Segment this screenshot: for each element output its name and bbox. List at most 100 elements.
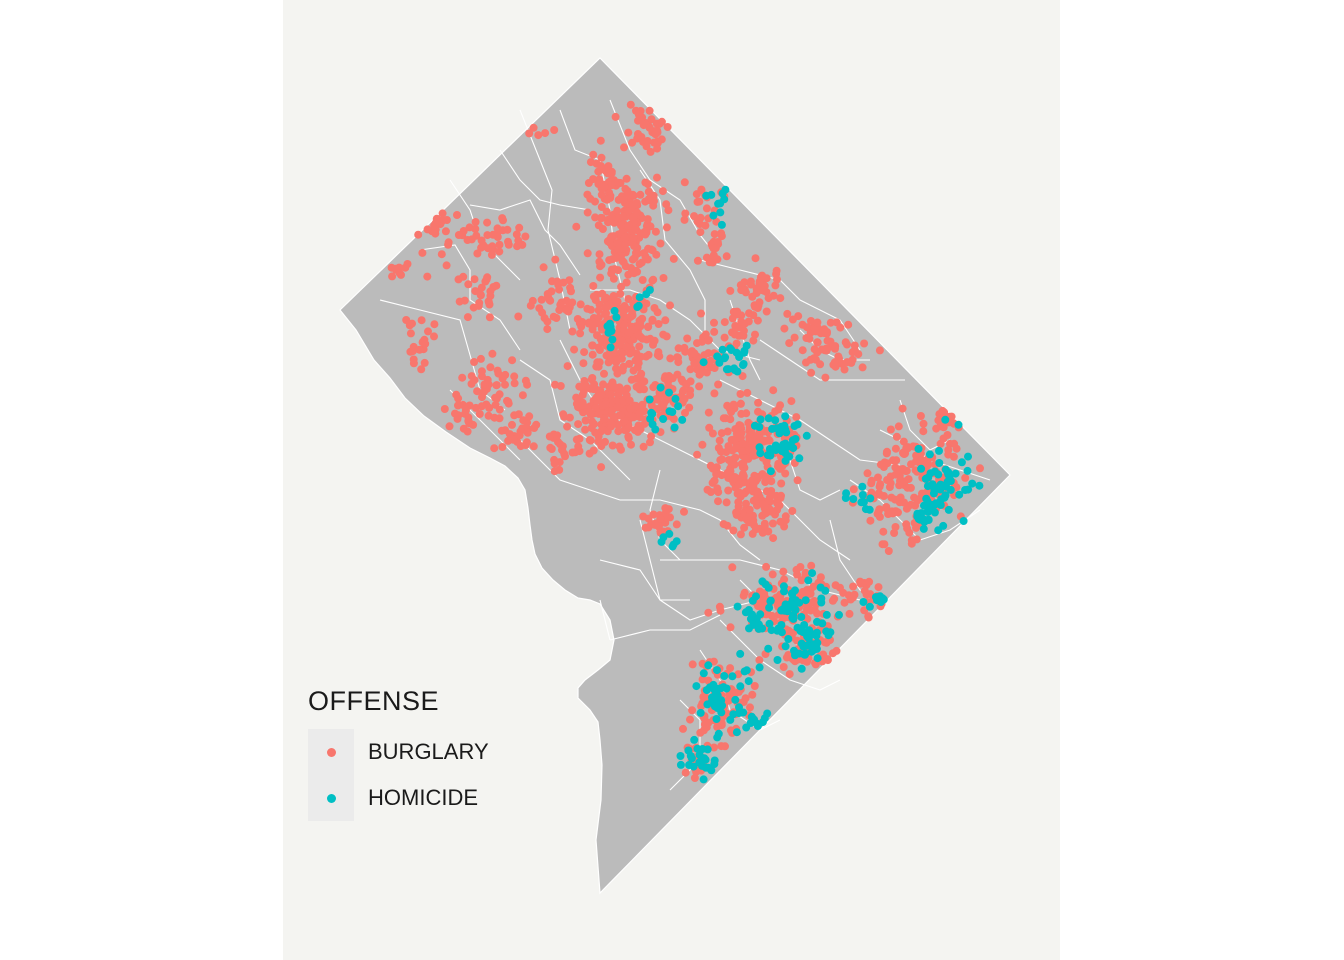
homicide-point-359	[919, 524, 928, 533]
burglary-point-1220	[886, 509, 895, 518]
burglary-point-1888	[843, 358, 852, 367]
burglary-point-1541	[479, 388, 488, 397]
burglary-point-89	[643, 215, 652, 224]
burglary-point-1400	[686, 715, 694, 724]
burglary-point-1698	[454, 275, 463, 284]
burglary-point-987	[816, 329, 825, 338]
burglary-point-1467	[688, 706, 697, 715]
burglary-point-1825	[608, 181, 616, 190]
homicide-point-149	[777, 621, 786, 629]
burglary-point-1660	[567, 287, 575, 296]
burglary-point-825	[768, 519, 777, 528]
burglary-point-634	[647, 401, 656, 410]
burglary-point-1914	[762, 474, 771, 483]
burglary-point-1874	[710, 318, 718, 327]
burglary-point-490	[589, 385, 598, 394]
burglary-point-1553	[480, 380, 489, 389]
burglary-point-1811	[701, 221, 710, 230]
burglary-point-1681	[455, 297, 464, 306]
burglary-point-503	[556, 382, 565, 390]
homicide-point-329	[733, 602, 742, 611]
burglary-point-1743	[555, 465, 564, 474]
burglary-point-1881	[858, 363, 867, 372]
burglary-point-1643	[573, 315, 582, 323]
homicide-point-190	[719, 683, 728, 692]
burglary-point-161	[619, 258, 628, 267]
homicide-point-367	[930, 508, 939, 517]
burglary-point-1208	[913, 496, 922, 505]
burglary-point-289	[653, 351, 662, 360]
burglary-point-187	[588, 350, 597, 359]
burglary-point-1611	[504, 237, 512, 246]
homicide-point-53	[957, 458, 966, 467]
burglary-point-1933	[831, 581, 840, 590]
burglary-point-15	[638, 276, 647, 284]
burglary-point-1814	[697, 186, 706, 194]
homicide-point-88	[941, 492, 950, 500]
burglary-point-291	[583, 304, 592, 313]
burglary-point-1774	[646, 147, 655, 156]
legend-label-homicide: HOMICIDE	[368, 785, 478, 810]
burglary-point-579	[595, 392, 604, 401]
homicide-point-353	[634, 301, 643, 310]
homicide-point-163	[731, 695, 740, 704]
burglary-point-156	[630, 269, 638, 278]
tract-line-35	[599, 599, 611, 641]
burglary-point-1804	[681, 209, 690, 218]
burglary-point-231	[653, 308, 662, 317]
homicide-point-45	[964, 452, 972, 461]
burglary-point-925	[697, 309, 705, 318]
burglary-point-1521	[508, 356, 517, 365]
burglary-point-1094	[898, 404, 907, 413]
legend-key-homicide	[308, 775, 354, 821]
burglary-point-1612	[487, 250, 496, 259]
burglary-point-1614	[495, 240, 504, 249]
homicide-point-156	[732, 728, 741, 737]
burglary-point-1985	[722, 252, 731, 261]
burglary-point-174	[597, 203, 606, 211]
homicide-point-320	[866, 494, 875, 503]
burglary-point-1842	[597, 190, 606, 199]
burglary-point-1581	[434, 218, 443, 227]
homicide-point-291	[608, 335, 617, 344]
burglary-point-1548	[495, 405, 504, 414]
burglary-point-1747	[550, 459, 559, 468]
burglary-point-813	[777, 479, 786, 488]
burglary-point-153	[625, 221, 633, 230]
burglary-point-781	[708, 429, 717, 438]
burglary-point-1617	[415, 345, 424, 354]
burglary-point-446	[627, 440, 635, 449]
homicide-point-30	[771, 441, 780, 450]
burglary-point-1709	[508, 420, 516, 429]
burglary-point-1683	[485, 313, 494, 322]
burglary-point-1729	[497, 426, 506, 435]
burglary-point-347	[625, 328, 634, 337]
homicide-point-154	[713, 666, 721, 675]
burglary-point-1854	[751, 330, 759, 339]
burglary-point-1621	[430, 332, 438, 341]
homicide-point-368	[913, 512, 922, 521]
burglary-point-1607	[493, 224, 502, 233]
burglary-point-1604	[515, 223, 524, 232]
burglary-point-1661	[549, 312, 558, 321]
burglary-point-964	[798, 346, 807, 355]
burglary-point-576	[607, 390, 616, 399]
burglary-point-1262	[816, 573, 825, 582]
homicide-point-352	[645, 286, 654, 294]
burglary-point-850	[723, 521, 732, 530]
burglary-point-1457	[700, 720, 709, 729]
homicide-point-304	[702, 191, 711, 200]
burglary-point-1583	[431, 229, 440, 238]
homicide-point-252	[699, 358, 708, 367]
burglary-point-1939	[856, 579, 865, 588]
burglary-point-1745	[546, 443, 555, 452]
tract-line-10	[519, 359, 631, 481]
homicide-point-89	[914, 444, 923, 453]
burglary-point-312	[636, 352, 645, 361]
burglary-point-1930	[874, 583, 883, 592]
burglary-point-750	[704, 408, 713, 417]
burglary-point-1809	[680, 178, 689, 187]
burglary-point-366	[619, 307, 628, 316]
burglary-point-768	[759, 436, 767, 445]
burglary-point-1247	[849, 582, 858, 591]
